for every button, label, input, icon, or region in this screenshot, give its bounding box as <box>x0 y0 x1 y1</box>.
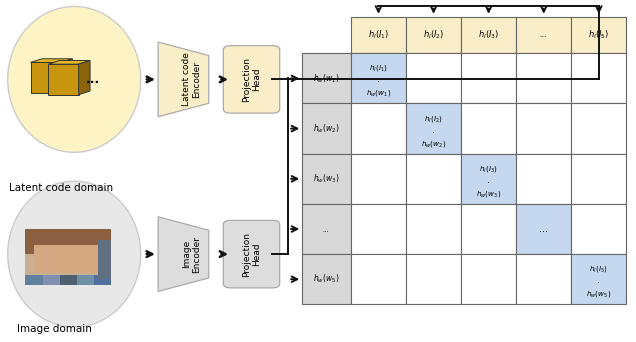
Text: Latent code
Encoder: Latent code Encoder <box>182 52 201 106</box>
Ellipse shape <box>8 6 141 152</box>
FancyBboxPatch shape <box>223 46 280 113</box>
FancyBboxPatch shape <box>516 204 571 254</box>
FancyBboxPatch shape <box>516 53 571 104</box>
FancyBboxPatch shape <box>351 17 406 53</box>
FancyBboxPatch shape <box>351 254 406 304</box>
FancyBboxPatch shape <box>571 204 626 254</box>
Text: ...: ... <box>539 224 548 234</box>
FancyBboxPatch shape <box>302 254 351 304</box>
FancyBboxPatch shape <box>571 53 626 104</box>
FancyBboxPatch shape <box>77 275 94 285</box>
Text: $h_l(I_1)$: $h_l(I_1)$ <box>369 63 388 73</box>
Polygon shape <box>31 59 73 63</box>
Text: $h_w(w_5)$: $h_w(w_5)$ <box>586 289 611 299</box>
FancyBboxPatch shape <box>461 104 516 154</box>
FancyBboxPatch shape <box>461 17 516 53</box>
Text: $h_l(I_2)$: $h_l(I_2)$ <box>423 29 445 41</box>
Text: Projection
Head: Projection Head <box>242 57 261 102</box>
FancyBboxPatch shape <box>94 275 111 285</box>
Text: ·: · <box>432 128 435 137</box>
Text: ...: ... <box>86 73 100 86</box>
Polygon shape <box>158 217 209 291</box>
FancyBboxPatch shape <box>406 204 461 254</box>
Polygon shape <box>25 229 111 254</box>
Text: $h_l(I_2)$: $h_l(I_2)$ <box>424 114 443 123</box>
FancyBboxPatch shape <box>406 17 461 53</box>
Polygon shape <box>48 64 79 95</box>
FancyBboxPatch shape <box>571 104 626 154</box>
Text: ·: · <box>487 178 490 188</box>
Text: $h_w(w_3)$: $h_w(w_3)$ <box>313 173 340 185</box>
Text: $h_w(w_5)$: $h_w(w_5)$ <box>313 273 340 286</box>
Text: ·: · <box>597 278 600 288</box>
Text: Image domain: Image domain <box>17 324 92 334</box>
Text: ...: ... <box>540 30 548 39</box>
FancyBboxPatch shape <box>302 104 351 154</box>
Text: $h_l(I_3)$: $h_l(I_3)$ <box>478 29 499 41</box>
FancyBboxPatch shape <box>34 246 102 274</box>
FancyBboxPatch shape <box>406 53 461 104</box>
FancyBboxPatch shape <box>98 240 111 279</box>
FancyBboxPatch shape <box>461 154 516 204</box>
FancyBboxPatch shape <box>461 204 516 254</box>
Text: ·: · <box>377 77 380 88</box>
FancyBboxPatch shape <box>223 220 280 288</box>
FancyBboxPatch shape <box>25 229 111 285</box>
Polygon shape <box>158 42 209 117</box>
Text: $h_l(I_3)$: $h_l(I_3)$ <box>480 164 498 174</box>
FancyBboxPatch shape <box>571 17 626 53</box>
FancyBboxPatch shape <box>25 275 43 285</box>
FancyBboxPatch shape <box>351 53 406 104</box>
FancyBboxPatch shape <box>302 53 351 104</box>
Text: $h_l(I_1)$: $h_l(I_1)$ <box>368 29 389 41</box>
Text: Projection
Head: Projection Head <box>242 232 261 277</box>
FancyBboxPatch shape <box>516 254 571 304</box>
Polygon shape <box>79 61 90 95</box>
FancyBboxPatch shape <box>406 104 461 154</box>
Ellipse shape <box>8 181 141 327</box>
FancyBboxPatch shape <box>351 204 406 254</box>
FancyBboxPatch shape <box>406 254 461 304</box>
FancyBboxPatch shape <box>351 104 406 154</box>
Text: ...: ... <box>323 224 330 234</box>
Text: $h_w(w_1)$: $h_w(w_1)$ <box>313 72 340 84</box>
Polygon shape <box>48 61 90 64</box>
FancyBboxPatch shape <box>302 154 351 204</box>
Polygon shape <box>61 59 73 93</box>
Text: $h_w(w_2)$: $h_w(w_2)$ <box>313 122 340 135</box>
Polygon shape <box>31 63 61 93</box>
Text: Image
Encoder: Image Encoder <box>182 236 201 273</box>
FancyBboxPatch shape <box>516 104 571 154</box>
Text: $h_w(w_1)$: $h_w(w_1)$ <box>366 89 391 98</box>
FancyBboxPatch shape <box>461 53 516 104</box>
FancyBboxPatch shape <box>302 204 351 254</box>
Text: Latent code domain: Latent code domain <box>9 183 113 193</box>
FancyBboxPatch shape <box>60 275 77 285</box>
FancyBboxPatch shape <box>43 275 60 285</box>
Text: $h_w(w_3)$: $h_w(w_3)$ <box>476 189 501 199</box>
FancyBboxPatch shape <box>351 154 406 204</box>
Text: $h_l(I_5)$: $h_l(I_5)$ <box>590 264 608 274</box>
Text: $h_l(I_5)$: $h_l(I_5)$ <box>588 29 609 41</box>
FancyBboxPatch shape <box>516 154 571 204</box>
Text: $h_w(w_2)$: $h_w(w_2)$ <box>421 139 446 149</box>
FancyBboxPatch shape <box>461 254 516 304</box>
FancyBboxPatch shape <box>571 254 626 304</box>
FancyBboxPatch shape <box>571 154 626 204</box>
FancyBboxPatch shape <box>406 154 461 204</box>
FancyBboxPatch shape <box>516 17 571 53</box>
